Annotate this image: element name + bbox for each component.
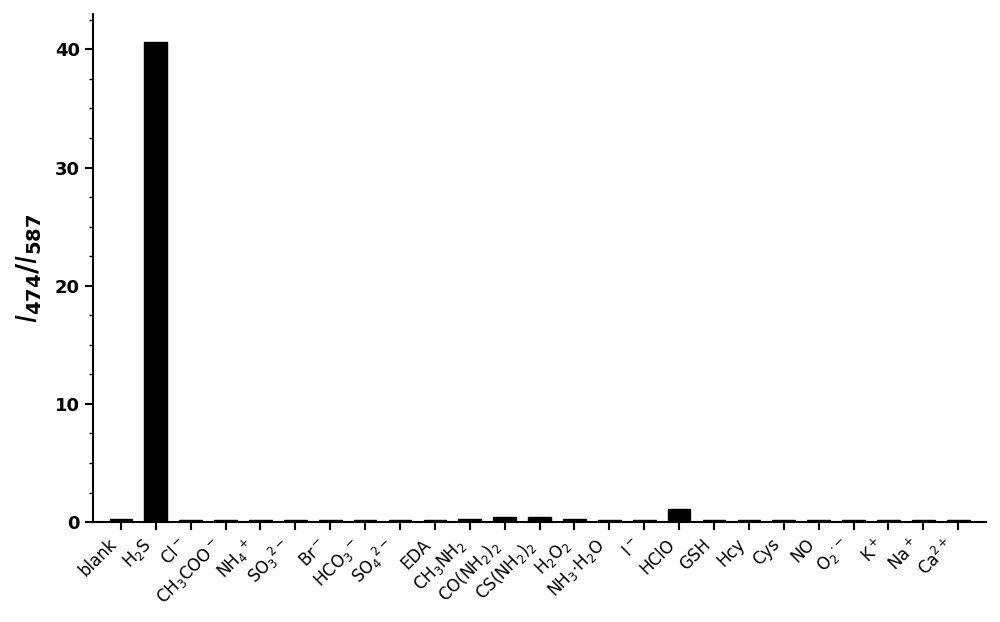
Bar xyxy=(424,520,446,522)
Bar xyxy=(668,509,690,522)
Bar xyxy=(354,520,376,522)
Bar xyxy=(703,519,725,522)
Bar xyxy=(772,520,795,522)
Bar xyxy=(912,520,935,522)
Bar xyxy=(110,519,132,522)
Bar xyxy=(807,520,830,522)
Bar xyxy=(389,520,411,522)
Bar xyxy=(877,520,900,522)
Bar xyxy=(947,520,970,522)
Bar xyxy=(319,520,342,522)
Bar xyxy=(842,520,865,522)
Bar xyxy=(528,518,551,522)
Bar xyxy=(563,519,586,522)
Y-axis label: $\mathbf{\mathit{I}}$$_{\mathbf{474}}$/$\mathbf{\mathit{I}}$$_{\mathbf{587}}$: $\mathbf{\mathit{I}}$$_{\mathbf{474}}$/$… xyxy=(14,213,44,323)
Bar xyxy=(738,520,760,522)
Bar xyxy=(458,519,481,522)
Bar xyxy=(214,520,237,522)
Bar xyxy=(284,520,307,522)
Bar xyxy=(493,518,516,522)
Bar xyxy=(249,520,272,522)
Bar xyxy=(179,520,202,522)
Bar xyxy=(598,519,621,522)
Bar xyxy=(144,42,167,522)
Bar xyxy=(633,520,656,522)
